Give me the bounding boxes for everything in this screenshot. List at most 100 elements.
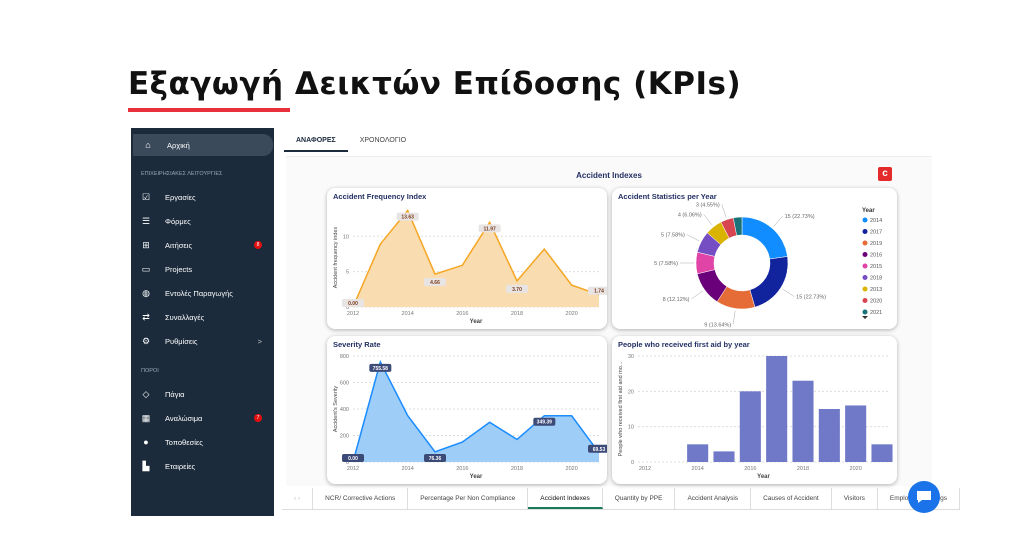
bar[interactable] [713,451,735,462]
data-label: 3.70 [506,284,528,293]
svg-text:2021: 2021 [870,310,882,316]
data-label: 69.53 [588,444,607,453]
y-tick-label: 20 [628,389,634,395]
legend-item[interactable]: 2018 [862,275,883,282]
report-tab[interactable]: Causes of Accident [751,488,832,509]
slice-label: 9 (13.64%) [704,322,731,328]
y-tick-label: 10 [628,425,634,431]
legend-item[interactable]: 2016 [862,252,883,259]
x-tick-label: 2012 [347,466,359,472]
chart-card-frequency: Accident Frequency Index 0 5 10 2012 2014 2016… [327,188,607,329]
svg-text:2020: 2020 [870,299,882,305]
report-tab[interactable]: Quantity by PPE [603,488,676,509]
sidebar-item[interactable]: ☑ Εργασίες [131,186,274,208]
pie-slice[interactable] [733,216,743,236]
pie-slice[interactable] [749,256,789,308]
legend-item[interactable]: 2020 [862,298,883,305]
chart-title: Accident Statistics per Year [618,192,717,201]
bar[interactable] [766,356,788,462]
slice-label: 15 (22.73%) [785,214,815,220]
tab-timeline[interactable]: ΧΡΟΝΟΛΟΓΙΟ [359,137,407,144]
svg-text:4.66: 4.66 [430,280,440,286]
sidebar-item[interactable]: ◇ Πάγια [131,383,274,405]
data-label: 0.00 [342,454,364,462]
sidebar-item[interactable]: ◍ Εντολές Παραγωγής [131,282,274,304]
svg-text:2016: 2016 [870,253,882,259]
sidebar-item[interactable]: ⇄ Συναλλαγές [131,306,274,328]
sidebar-item[interactable]: ● Τοποθεσίες [131,431,274,453]
report-tab[interactable]: Accident Analysis [675,488,752,509]
y-tick-label: 10 [343,234,349,240]
svg-text:1.74: 1.74 [594,289,604,295]
page-title: Εξαγωγή Δεικτών Επίδοσης (KPIs) [128,66,742,102]
sidebar-item[interactable]: ⌂ Αρχική [133,134,273,156]
svg-text:2018: 2018 [870,276,882,282]
bar[interactable] [792,380,814,462]
svg-text:2014: 2014 [870,218,882,224]
legend-item[interactable]: 2019 [862,240,883,248]
sidebar-section-label: ΠΟΡΟΙ [141,368,159,374]
bar[interactable] [818,409,840,462]
report-tab[interactable]: Percentage Per Non Compliance [408,488,529,509]
svg-text:2013: 2013 [870,287,882,293]
sidebar-item-label: Αιτήσεις [165,240,193,250]
x-tick-label: 2018 [511,466,523,472]
data-label: 76.36 [424,454,446,462]
report-tab[interactable]: NCR/ Corrective Actions [313,488,409,509]
legend-title: Year [862,208,875,214]
legend-item[interactable]: 2015 [862,263,883,271]
location-pin-icon: ● [143,437,149,447]
bar[interactable] [687,444,709,462]
x-tick-label: 2020 [566,466,578,472]
y-axis-title: People who received first aid and mo... [618,361,624,456]
sidebar-item[interactable]: ☰ Φόρμες [131,210,274,232]
report-tab[interactable]: Visitors [832,488,878,509]
notification-badge: 7 [254,414,262,422]
x-tick-label: 2014 [402,311,414,317]
sidebar-item[interactable]: ▦ Αναλώσιμα 7 [131,407,274,429]
y-axis-title: Accident frequency index [333,227,339,289]
tab-reports[interactable]: ΑΝΑΦΟΡΕΣ [284,133,348,152]
slice-label: 3 (4.55%) [696,202,720,208]
diamond-icon: ◇ [142,388,150,399]
swap-icon: ⇄ [142,311,150,322]
leader-line [782,288,795,297]
svg-text:76.36: 76.36 [429,456,442,462]
x-tick-label: 2012 [347,311,359,317]
bar[interactable] [739,391,761,462]
x-tick-label: 2016 [744,466,756,472]
svg-text:69.53: 69.53 [593,447,606,453]
data-label: 13.63 [396,212,419,221]
legend-item[interactable]: 2021 [862,309,883,317]
x-axis-title: Year [470,474,483,480]
chat-button[interactable] [908,481,940,513]
leader-line [686,234,700,242]
report-tab[interactable]: Accident Indexes [528,488,603,509]
legend-scroll-down-icon[interactable] [862,316,868,319]
data-label: 1.74 [588,286,607,295]
sidebar-item-label: Τοποθεσίες [165,437,203,447]
bar[interactable] [845,405,867,462]
chart-title: Severity Rate [333,340,381,349]
x-tick-label: 2014 [692,466,704,472]
svg-text:2017: 2017 [870,230,882,236]
legend-item[interactable]: 2017 [862,229,883,236]
legend-item[interactable]: 2013 [862,286,883,294]
tab-scroll-arrows[interactable]: ‹ › [282,488,314,509]
legend-item[interactable]: 2014 [862,217,883,225]
sidebar-item[interactable]: ▭ Projects [131,258,274,280]
y-tick-label: 400 [340,407,349,413]
sidebar-item[interactable]: ▙ Εταιρείες [131,455,274,477]
sidebar-item[interactable]: ⊞ Αιτήσεις 8 [131,234,274,256]
y-tick-label: 0 [346,305,349,311]
sidebar-item[interactable]: ⚙ Ρυθμίσεις > [131,330,274,352]
svg-text:755.58: 755.58 [373,366,389,372]
leader-line [732,310,736,325]
bar[interactable] [871,444,893,462]
y-axis-title: Accident's Severity [333,386,339,433]
list-icon: ☰ [141,215,151,226]
area-fill [353,210,599,307]
sidebar-item-label: Αρχική [167,140,190,150]
pie-slice[interactable] [741,216,788,260]
data-label: 755.58 [369,363,392,372]
